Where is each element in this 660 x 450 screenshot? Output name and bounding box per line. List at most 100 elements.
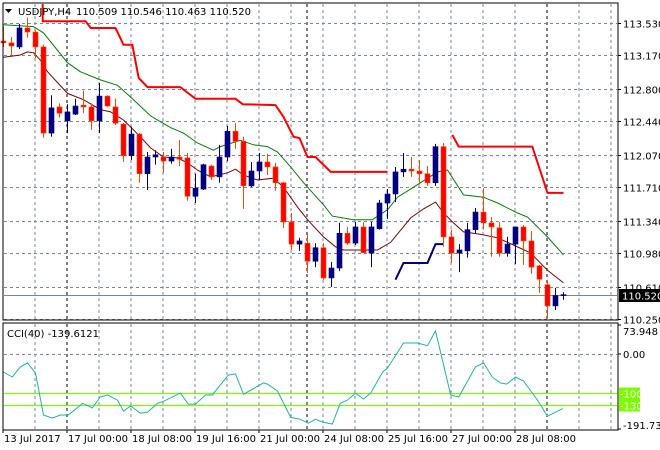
candle-body [440, 146, 447, 238]
bearish-candle [88, 103, 95, 130]
x-tick-label: 17 Jul 00:00 [68, 434, 128, 445]
x-tick-label: 19 Jul 16:00 [196, 434, 256, 445]
bullish-candle [168, 148, 175, 164]
candle-body [264, 161, 271, 168]
bearish-candle [536, 264, 543, 293]
bullish-candle [552, 287, 559, 310]
bearish-candle [496, 221, 503, 257]
chart-header: USDJPY,H4 110.509 110.546 110.463 110.52… [5, 7, 251, 18]
chart-marks [0, 4, 617, 425]
bullish-candle [504, 236, 511, 257]
y-tick-label: 113.170 [623, 52, 660, 63]
bullish-candle [144, 152, 151, 190]
bullish-candle [368, 221, 375, 268]
bullish-candle [16, 23, 23, 50]
candle-body [32, 31, 39, 48]
candle-body [512, 226, 519, 245]
candle-body [96, 95, 103, 122]
candle-body [48, 107, 55, 134]
candle-body [304, 242, 311, 262]
bullish-candle [336, 222, 343, 272]
bearish-candle [24, 17, 31, 38]
candle-body [336, 232, 343, 269]
candle-body [312, 247, 319, 262]
candle-body [160, 156, 167, 162]
candle-body [120, 123, 127, 156]
cci-y-tick-label: 0.00 [623, 350, 645, 361]
candle-body [496, 227, 503, 254]
candle-body [344, 232, 351, 244]
axes: 113.530 113.170 112.800 112.440 112.070 111.7… [2, 20, 660, 445]
bearish-candle [528, 231, 535, 274]
bearish-candle [104, 95, 111, 107]
bearish-candle [80, 90, 87, 114]
candle-body [128, 133, 135, 156]
candle-body [8, 42, 15, 47]
y-tick-label: 110.250 [623, 316, 660, 327]
bearish-candle [176, 139, 183, 167]
bullish-candle [312, 243, 319, 268]
candle-body [504, 243, 511, 254]
bullish-candle [72, 98, 79, 116]
bearish-candle [488, 217, 495, 257]
candle-body [272, 166, 279, 184]
candle-body [528, 240, 535, 268]
candle-body [80, 104, 87, 108]
current-price-label: 110.520 [622, 292, 660, 303]
x-tick-label: 28 Jul 08:00 [516, 434, 576, 445]
bullish-candle [64, 104, 71, 134]
bearish-candle [480, 188, 487, 230]
bearish-candle [32, 30, 39, 59]
bearish-candle [8, 36, 15, 56]
candle-body [376, 202, 383, 230]
bullish-candle [200, 163, 207, 190]
bullish-candle [328, 262, 335, 287]
candle-body [408, 168, 415, 172]
bearish-candle [304, 233, 311, 273]
bullish-candle [256, 152, 263, 181]
y-tick-label: 112.800 [623, 86, 660, 97]
candle-body [456, 249, 463, 254]
main-panel-border [2, 2, 619, 321]
bullish-candle [296, 237, 303, 251]
bullish-candle [248, 161, 255, 188]
candle-body [328, 267, 335, 279]
candle-body [176, 156, 183, 160]
bearish-candle [320, 243, 327, 280]
bearish-candle [416, 160, 423, 183]
candle-body [296, 240, 303, 245]
candle-body [544, 284, 551, 307]
bullish-candle [472, 208, 479, 234]
candle-body [464, 229, 471, 252]
x-tick-label: 18 Jul 08:00 [132, 434, 192, 445]
candle-body [104, 95, 111, 107]
bullish-candle [96, 83, 103, 134]
bearish-candle [240, 136, 247, 209]
candle-body [216, 156, 223, 178]
candle-body [384, 193, 391, 204]
triangle-down-icon[interactable] [5, 9, 12, 13]
y-tick-label: 112.070 [623, 152, 660, 163]
bearish-candle [448, 229, 455, 264]
ma-fast-line [3, 51, 564, 284]
bullish-candle [464, 222, 471, 258]
bearish-candle [288, 212, 295, 250]
ma-slow-line [3, 24, 564, 256]
candle-body [248, 170, 255, 187]
candle-body [136, 133, 143, 175]
candle-body [392, 171, 399, 195]
candle-body [64, 111, 71, 122]
bearish-candle [136, 133, 143, 183]
candle-body [368, 226, 375, 254]
y-tick-label: 113.530 [623, 20, 660, 31]
bullish-candle [128, 126, 135, 161]
step-upper-line [451, 134, 564, 194]
bullish-candle [384, 189, 391, 219]
x-tick-label: 21 Jul 00:00 [260, 434, 320, 445]
bearish-candle [344, 226, 351, 245]
cci-level-box [619, 387, 640, 400]
candle-body [232, 130, 239, 142]
candle-body [288, 221, 295, 245]
y-tick-label: 111.710 [623, 184, 660, 195]
